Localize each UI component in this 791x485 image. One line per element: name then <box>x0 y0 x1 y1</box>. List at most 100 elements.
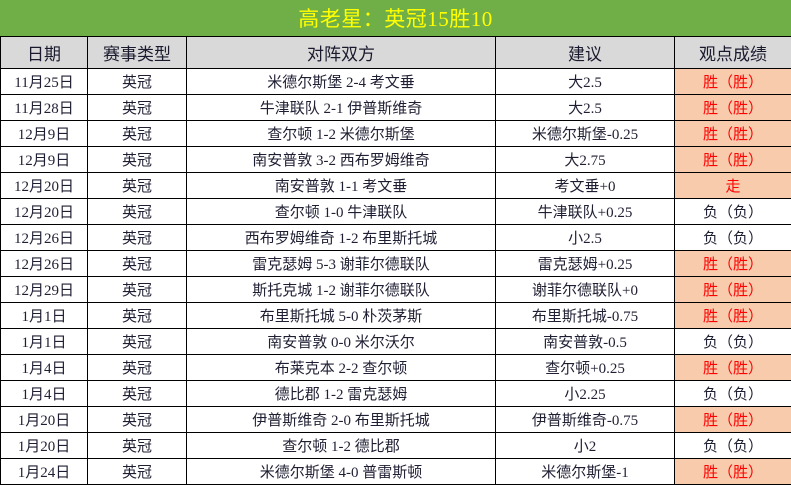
cell-league: 英冠 <box>88 303 187 329</box>
cell-league: 英冠 <box>88 95 187 121</box>
cell-league: 英冠 <box>88 121 187 147</box>
column-header-result: 观点成绩 <box>675 37 791 69</box>
cell-match: 查尔顿 1-2 米德尔斯堡 <box>187 121 496 147</box>
cell-match: 南安普敦 0-0 米尔沃尔 <box>187 329 496 355</box>
cell-match: 布莱克本 2-2 查尔顿 <box>187 355 496 381</box>
cell-league: 英冠 <box>88 459 187 485</box>
status-badge: 负（负） <box>675 433 791 459</box>
column-header-match: 对阵双方 <box>187 37 496 69</box>
cell-advice: 小2.25 <box>496 381 675 407</box>
status-badge: 负（负） <box>675 381 791 407</box>
cell-date: 1月4日 <box>1 355 88 381</box>
cell-advice: 小2 <box>496 433 675 459</box>
cell-date: 12月9日 <box>1 147 88 173</box>
cell-league: 英冠 <box>88 147 187 173</box>
table-header: 日期 赛事类型 对阵双方 建议 观点成绩 <box>1 37 791 69</box>
cell-date: 12月29日 <box>1 277 88 303</box>
cell-advice: 牛津联队+0.25 <box>496 199 675 225</box>
cell-match: 南安普敦 1-1 考文垂 <box>187 173 496 199</box>
prediction-sheet: 高老星：英冠15胜10 日期 赛事类型 对阵双方 建议 观点成绩 11月25日英… <box>0 0 791 475</box>
cell-advice: 大2.5 <box>496 95 675 121</box>
cell-date: 11月25日 <box>1 69 88 95</box>
table-header-row: 日期 赛事类型 对阵双方 建议 观点成绩 <box>1 37 791 69</box>
cell-league: 英冠 <box>88 251 187 277</box>
cell-date: 12月26日 <box>1 251 88 277</box>
cell-advice: 伊普斯维奇-0.75 <box>496 407 675 433</box>
status-badge: 负（负） <box>675 329 791 355</box>
cell-advice: 小2.5 <box>496 225 675 251</box>
cell-date: 12月9日 <box>1 121 88 147</box>
status-badge: 胜（胜） <box>675 277 791 303</box>
cell-advice: 大2.75 <box>496 147 675 173</box>
status-badge: 胜（胜） <box>675 121 791 147</box>
cell-advice: 查尔顿+0.25 <box>496 355 675 381</box>
status-badge: 胜（胜） <box>675 251 791 277</box>
cell-date: 1月4日 <box>1 381 88 407</box>
cell-league: 英冠 <box>88 69 187 95</box>
cell-date: 1月1日 <box>1 329 88 355</box>
status-badge: 走 <box>675 173 791 199</box>
column-header-date: 日期 <box>1 37 88 69</box>
predictions-table: 日期 赛事类型 对阵双方 建议 观点成绩 11月25日英冠米德尔斯堡 2-4 考… <box>0 36 791 485</box>
cell-date: 12月20日 <box>1 199 88 225</box>
cell-date: 1月20日 <box>1 407 88 433</box>
cell-league: 英冠 <box>88 355 187 381</box>
cell-league: 英冠 <box>88 407 187 433</box>
cell-league: 英冠 <box>88 329 187 355</box>
cell-match: 德比郡 1-2 雷克瑟姆 <box>187 381 496 407</box>
cell-match: 米德尔斯堡 4-0 普雷斯顿 <box>187 459 496 485</box>
status-badge: 胜（胜） <box>675 95 791 121</box>
cell-match: 布里斯托城 5-0 朴茨茅斯 <box>187 303 496 329</box>
cell-match: 南安普敦 3-2 西布罗姆维奇 <box>187 147 496 173</box>
column-header-advice: 建议 <box>496 37 675 69</box>
cell-league: 英冠 <box>88 381 187 407</box>
cell-match: 查尔顿 1-0 牛津联队 <box>187 199 496 225</box>
cell-advice: 谢菲尔德联队+0 <box>496 277 675 303</box>
cell-advice: 雷克瑟姆+0.25 <box>496 251 675 277</box>
cell-match: 伊普斯维奇 2-0 布里斯托城 <box>187 407 496 433</box>
cell-date: 12月20日 <box>1 173 88 199</box>
status-badge: 胜（胜） <box>675 355 791 381</box>
cell-date: 1月1日 <box>1 303 88 329</box>
cell-advice: 南安普敦-0.5 <box>496 329 675 355</box>
cell-date: 12月26日 <box>1 225 88 251</box>
page-title: 高老星：英冠15胜10 <box>0 0 791 36</box>
cell-advice: 大2.5 <box>496 69 675 95</box>
status-badge: 胜（胜） <box>675 459 791 485</box>
cell-date: 1月20日 <box>1 433 88 459</box>
column-header-league: 赛事类型 <box>88 37 187 69</box>
cell-advice: 米德尔斯堡-0.25 <box>496 121 675 147</box>
cell-advice: 米德尔斯堡-1 <box>496 459 675 485</box>
cell-league: 英冠 <box>88 173 187 199</box>
cell-league: 英冠 <box>88 225 187 251</box>
status-badge: 胜（胜） <box>675 147 791 173</box>
cell-advice: 布里斯托城-0.75 <box>496 303 675 329</box>
cell-match: 西布罗姆维奇 1-2 布里斯托城 <box>187 225 496 251</box>
cell-match: 牛津联队 2-1 伊普斯维奇 <box>187 95 496 121</box>
status-badge: 胜（胜） <box>675 407 791 433</box>
status-badge: 负（负） <box>675 199 791 225</box>
cell-league: 英冠 <box>88 433 187 459</box>
status-badge: 负（负） <box>675 225 791 251</box>
cell-date: 1月24日 <box>1 459 88 485</box>
cell-date: 11月28日 <box>1 95 88 121</box>
cell-match: 米德尔斯堡 2-4 考文垂 <box>187 69 496 95</box>
cell-advice: 考文垂+0 <box>496 173 675 199</box>
cell-match: 斯托克城 1-2 谢菲尔德联队 <box>187 277 496 303</box>
